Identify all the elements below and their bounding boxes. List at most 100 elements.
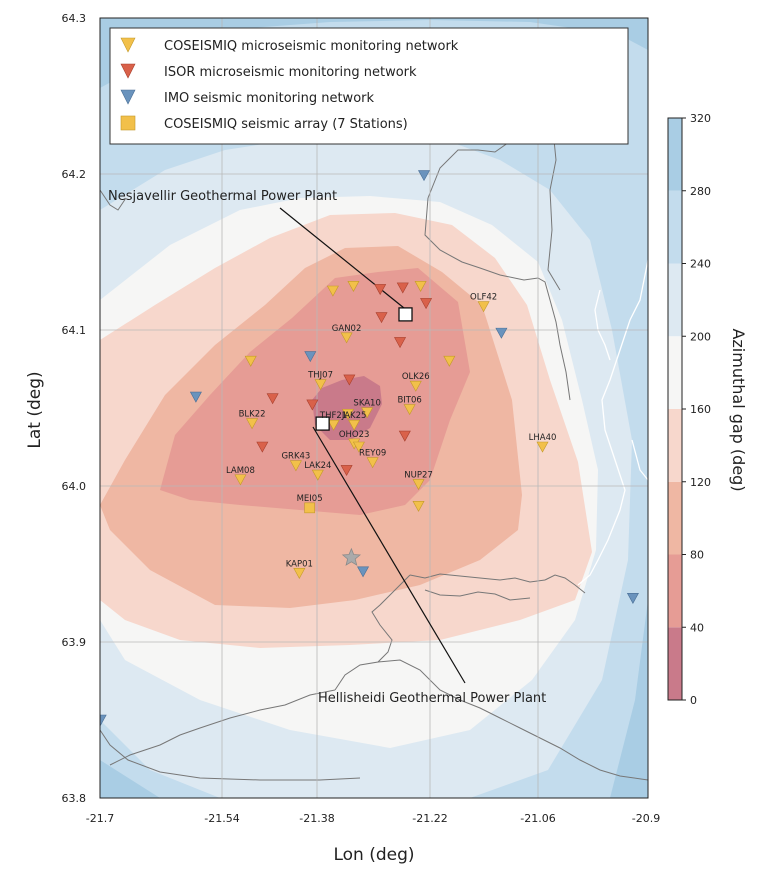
coseismiq-station-marker [414, 281, 427, 292]
station-markers: GAN02 THJ07 OLK26 SKA10 BIT06 BLK22 THF21JAK25… [100, 170, 639, 726]
isor-station-marker [306, 399, 319, 411]
isor-station-marker [374, 284, 387, 296]
isor-station-marker [343, 374, 356, 386]
colorbar-tick-label: 40 [690, 621, 704, 634]
legend-array-icon [120, 115, 136, 131]
y-tick-label: 64.0 [62, 480, 87, 493]
coseismiq-station-marker [366, 457, 379, 469]
isor-station-marker [394, 337, 407, 349]
colorbar: 0 40 80 120 160 200 240 280 320 [667, 112, 711, 707]
legend-isor-icon [120, 63, 136, 79]
coseismiq-station-marker [412, 500, 425, 512]
colorbar-tick-label: 200 [690, 330, 711, 343]
coseismiq-station-marker [347, 281, 360, 292]
station-label: LHA40 [529, 433, 557, 443]
station-label: MEI05 [297, 494, 323, 504]
grid [100, 18, 648, 798]
legend-box [109, 27, 629, 145]
annotation-hellisheidi: Hellisheidi Geothermal Power Plant [318, 691, 546, 706]
station-label: LAM08 [226, 466, 255, 476]
station-label: KAP01 [286, 559, 313, 569]
coseismiq-station-marker [477, 301, 490, 313]
x-tick-label: -21.7 [86, 812, 114, 825]
station-label: THF21 [319, 411, 347, 421]
legend-label-array: COSEISMIQ seismic array (7 Stations) [164, 117, 408, 132]
epicenter-star-icon [341, 547, 362, 566]
station-label: GAN02 [332, 324, 362, 334]
station-label: BLK22 [239, 410, 266, 420]
imo-station-marker [100, 714, 107, 726]
isor-station-marker [398, 430, 411, 442]
station-label: REY09 [359, 449, 386, 459]
y-tick-label: 64.1 [62, 324, 87, 337]
colorbar-tick-label: 120 [690, 476, 711, 489]
x-tick-label: -21.06 [520, 812, 555, 825]
imo-station-marker [189, 391, 202, 403]
colorbar-tick-label: 0 [690, 694, 697, 707]
colorbar-segment [668, 118, 682, 191]
station-label: THJ07 [307, 371, 333, 381]
coseismiq-station-marker [341, 408, 354, 420]
y-tick-label: 64.2 [62, 168, 87, 181]
coseismiq-station-marker [326, 285, 339, 297]
legend-label-imo: IMO seismic monitoring network [164, 91, 374, 106]
x-axis-ticks: -21.7 -21.54 -21.38 -21.22 -21.06 -20.9 [86, 812, 660, 825]
isor-station-marker [256, 441, 269, 453]
colorbar-title: Azimuthal gap (deg) [729, 328, 748, 491]
isor-station-marker [396, 282, 409, 294]
station-label: NUP27 [404, 470, 433, 480]
colorbar-tick-label: 320 [690, 112, 711, 125]
isor-station-marker [375, 312, 388, 324]
imo-station-marker [495, 327, 508, 339]
station-labels: GAN02 THJ07 OLK26 SKA10 BIT06 BLK22 THF21JAK25… [226, 293, 556, 570]
imo-station-marker [417, 170, 431, 182]
colorbar-tick-label: 160 [690, 403, 711, 416]
power-plant-marker [398, 307, 413, 322]
annotation-leaders [279, 207, 466, 684]
map-plot-area: GAN02 THJ07 OLK26 SKA10 BIT06 BLK22 THF21JAK25… [100, 18, 648, 798]
coseismiq-station-marker [348, 419, 361, 431]
imo-station-marker [626, 593, 639, 604]
coseismiq-station-marker [293, 568, 306, 579]
imo-station-marker [357, 566, 370, 578]
station-label: LAK24 [304, 461, 331, 471]
station-label: SKA10 [353, 399, 380, 409]
colorbar-segment [668, 554, 682, 628]
legend-label-isor: ISOR microseismic monitoring network [164, 65, 417, 80]
imo-station-marker [304, 351, 317, 363]
x-tick-label: -21.22 [412, 812, 447, 825]
plot-frame [99, 17, 649, 799]
station-label: OLF42 [470, 293, 497, 303]
y-tick-label: 63.9 [62, 636, 87, 649]
x-axis-title: Lon (deg) [333, 845, 414, 865]
coseismiq-station-marker [409, 380, 422, 392]
coseismiq-station-marker [361, 407, 374, 419]
annotation-nesjavellir: Nesjavellir Geothermal Power Plant [108, 189, 337, 204]
legend-imo-icon [120, 89, 136, 105]
coseismiq-station-marker [311, 469, 324, 481]
array-station-marker [304, 502, 315, 514]
isor-station-marker [266, 393, 279, 405]
isor-station-marker [420, 298, 433, 310]
coseismiq-station-marker [443, 355, 456, 367]
coseismiq-station-marker [340, 332, 353, 344]
coseismiq-station-marker [536, 441, 549, 453]
coseismiq-station-marker [314, 379, 327, 391]
coseismiq-station-marker [352, 441, 365, 453]
power-plant-marker [315, 416, 330, 431]
colorbar-segment [668, 336, 682, 409]
y-axis-ticks: 63.8 63.9 64.0 64.1 64.2 64.3 [62, 12, 87, 805]
colorbar-segment [668, 409, 682, 482]
station-label: BIT06 [397, 396, 421, 406]
colorbar-segment [668, 190, 682, 264]
station-label: GRK43 [281, 452, 310, 462]
legend-label-coseismiq: COSEISMIQ microseismic monitoring networ… [164, 39, 459, 54]
colorbar-segment [668, 481, 682, 555]
station-label: OLK26 [402, 372, 430, 382]
isor-station-marker [340, 465, 353, 477]
colorbar-tick-label: 240 [690, 258, 711, 271]
legend-coseismiq-icon [120, 37, 136, 53]
coseismiq-station-marker [289, 460, 302, 472]
station-label: JAK25 [341, 411, 367, 421]
